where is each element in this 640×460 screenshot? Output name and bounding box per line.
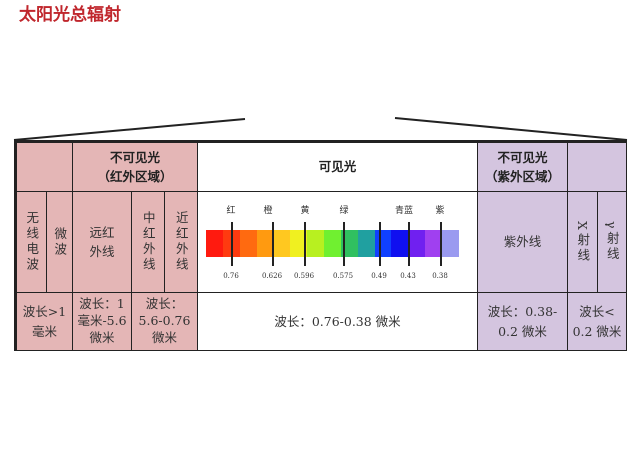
- tick-label: 0.38: [432, 272, 448, 280]
- color-label: 橙: [263, 206, 273, 216]
- wavelength-xray-gamma: 波长< 0.2 微米: [567, 292, 627, 351]
- uv-title: 不可见光: [497, 149, 548, 165]
- spectrum-segment: [357, 230, 375, 257]
- spectrum-segment: [391, 230, 409, 257]
- wl-line: 微米: [89, 329, 115, 345]
- wavelength-far-ir: 波长：1 毫米-5.6 微米: [72, 292, 132, 351]
- spectrum-table: 不可见光 （红外区域） 可见光 不可见光 （紫外区域） 无线电波 微波 远红外线…: [14, 140, 627, 351]
- wl-line: 0.2 微米: [572, 323, 622, 339]
- band-radio: 无线电波: [16, 191, 47, 293]
- band-far-ir: 远红外线: [72, 191, 132, 293]
- header-infrared: 不可见光 （红外区域）: [72, 142, 198, 192]
- wl-line: 0.2 微米: [498, 323, 547, 339]
- band-gamma: γ射线: [597, 191, 627, 293]
- tick-line: [231, 222, 233, 266]
- spectrum-segment: [273, 230, 291, 257]
- color-label: 紫: [435, 206, 445, 216]
- wl-line: 波长：0.38-: [487, 304, 558, 320]
- spectrum-segment: [324, 230, 341, 257]
- spectrum-segment: [408, 230, 426, 257]
- wl-line: 毫米-5.6: [77, 313, 127, 329]
- tick-line: [272, 222, 274, 266]
- tick-line: [408, 222, 410, 266]
- wavelength-mid-near-ir: 波长： 5.6-0.76 微米: [131, 292, 198, 351]
- spectrum-segment: [239, 230, 257, 257]
- band-uv: 紫外线: [477, 191, 568, 293]
- wl-line: 波长<: [579, 304, 615, 320]
- color-label: 青蓝: [394, 206, 414, 216]
- spectrum-bar: [206, 230, 459, 257]
- band-microwave: 微波: [46, 191, 73, 293]
- wl-line: 波长：: [145, 296, 184, 312]
- uv-subtitle: （紫外区域）: [484, 169, 560, 184]
- header-empty-right: [567, 142, 627, 192]
- wl-line: 毫米: [31, 323, 57, 339]
- wl-line: 波长>1: [22, 304, 67, 320]
- wl-line: 5.6-0.76: [138, 313, 191, 329]
- tick-label: 0.575: [332, 272, 354, 280]
- visible-spectrum: 0.76 0.626 0.596 0.575 0.49 0.43 0.38 红 橙 黄 绿 青蓝 紫: [198, 192, 477, 292]
- spectrum-segment: [307, 230, 325, 257]
- spectrum-segment: [374, 230, 392, 257]
- wavelength-visible: 波长：0.76-0.38 微米: [197, 292, 478, 351]
- tick-label: 0.626: [261, 272, 283, 280]
- color-label: 黄: [300, 206, 310, 216]
- tick-label: 0.596: [293, 272, 315, 280]
- tick-label: 0.76: [223, 272, 239, 280]
- band-near-ir: 近红外线: [164, 191, 198, 293]
- tick-label: 0.49: [371, 272, 387, 280]
- spectrum-segment: [442, 230, 459, 257]
- tick-line: [440, 222, 442, 266]
- wavelength-radio: 波长>1 毫米: [16, 292, 73, 351]
- diagram-title: 太阳光总辐射: [19, 5, 121, 25]
- header-visible: 可见光: [197, 142, 478, 192]
- color-label: 绿: [339, 206, 349, 216]
- wl-line: 波长：1: [79, 296, 125, 312]
- band-xray: X射线: [567, 191, 598, 293]
- spectrum-segment: [290, 230, 308, 257]
- spectrum-segment: [256, 230, 274, 257]
- color-label: 红: [226, 206, 236, 216]
- infrared-subtitle: （红外区域）: [97, 169, 173, 184]
- band-mid-ir: 中红外线: [131, 191, 165, 293]
- infrared-title: 不可见光: [109, 149, 160, 165]
- spectrum-segment: [206, 230, 223, 257]
- spectrum-segment: [425, 230, 443, 257]
- spectrum-segment: [340, 230, 358, 257]
- tick-line: [343, 222, 345, 266]
- header-ultraviolet: 不可见光 （紫外区域）: [477, 142, 568, 192]
- wavelength-uv: 波长：0.38- 0.2 微米: [477, 292, 568, 351]
- visible-spectrum-cell: 0.76 0.626 0.596 0.575 0.49 0.43 0.38 红 橙 黄 绿 青蓝 紫: [197, 191, 478, 293]
- tick-line: [379, 222, 381, 266]
- tick-label: 0.43: [400, 272, 416, 280]
- tick-line: [304, 222, 306, 266]
- header-empty-left: [16, 142, 73, 192]
- wl-line: 微米: [151, 329, 177, 345]
